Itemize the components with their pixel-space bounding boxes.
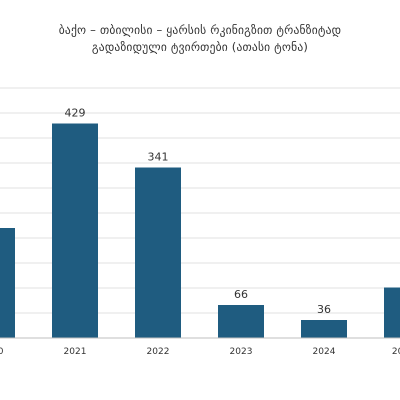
bar xyxy=(0,228,15,338)
data-label: 36 xyxy=(317,303,331,316)
chart-title: ბაქო – თბილისი – ყარსის რკინიგზით ტრანზი… xyxy=(58,23,342,37)
x-tick-label: 2020 xyxy=(0,347,4,357)
bar xyxy=(52,123,98,338)
data-label: 429 xyxy=(65,107,86,120)
chart-title-block: ბაქო – თბილისი – ყარსის რკინიგზით ტრანზი… xyxy=(20,22,380,56)
bar xyxy=(301,320,347,338)
x-tick-label: 2023 xyxy=(230,347,253,357)
data-label: 341 xyxy=(148,151,169,164)
data-label: 66 xyxy=(234,288,248,301)
bar xyxy=(218,305,264,338)
x-tick-label: 2021 xyxy=(64,347,87,357)
bar xyxy=(135,167,181,338)
x-tick-label: 2022 xyxy=(147,347,170,357)
x-tick-label: 2025 – xyxy=(392,347,400,357)
bar xyxy=(384,287,400,338)
x-tick-label: 2024 xyxy=(313,347,336,357)
chart-subtitle: გადაზიდული ტვირთები (ათასი ტონა) xyxy=(91,40,309,54)
